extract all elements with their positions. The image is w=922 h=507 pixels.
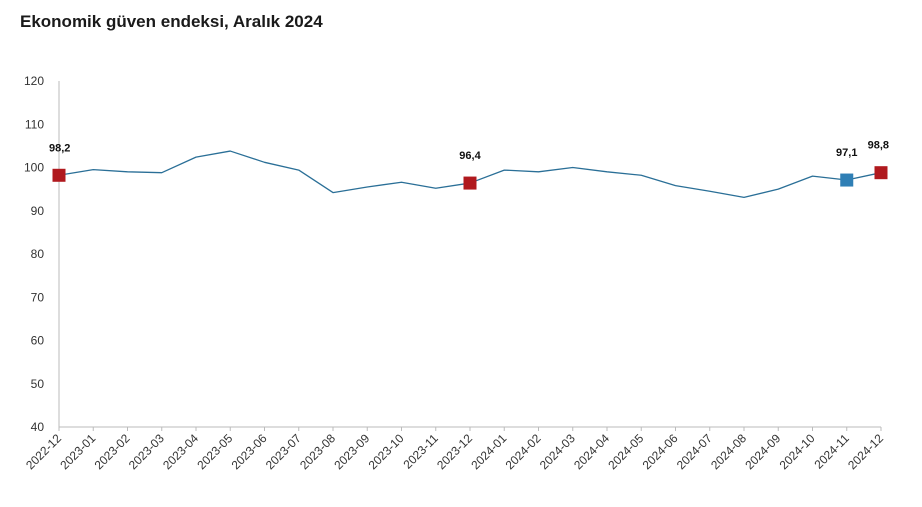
- x-tick-label: 2024-12: [845, 431, 886, 472]
- x-tick-label: 2024-07: [674, 431, 715, 472]
- y-tick-label: 120: [24, 74, 44, 88]
- data-label: 98,2: [49, 142, 70, 154]
- data-point-marker: [52, 168, 66, 182]
- data-point-marker: [874, 166, 888, 180]
- x-tick-label: 2023-08: [297, 431, 338, 472]
- x-tick-label: 2024-08: [708, 431, 749, 472]
- y-tick-label: 80: [31, 247, 45, 261]
- y-tick-label: 110: [25, 117, 44, 131]
- x-tick-label: 2023-03: [126, 431, 167, 472]
- y-tick-label: 70: [31, 290, 45, 304]
- y-tick-label: 50: [31, 377, 45, 391]
- x-tick-label: 2024-11: [811, 431, 852, 472]
- x-tick-label: 2023-07: [263, 431, 304, 472]
- y-tick-label: 40: [31, 420, 45, 434]
- x-tick-label: 2024-10: [777, 431, 818, 472]
- x-tick-label: 2023-11: [400, 431, 441, 472]
- x-tick-label: 2024-01: [468, 431, 509, 472]
- x-tick-label: 2023-01: [57, 431, 98, 472]
- data-point-marker: [463, 176, 477, 190]
- data-label: 98,8: [868, 140, 889, 152]
- x-axis: 2022-122023-012023-022023-032023-042023-…: [23, 426, 886, 472]
- y-tick-label: 60: [31, 334, 45, 348]
- data-point-marker: [840, 173, 854, 187]
- y-axis: 40 50 60 70 80 90 100 110 120: [24, 74, 60, 434]
- x-tick-label: 2023-12: [434, 431, 475, 472]
- x-tick-label: 2023-06: [229, 431, 270, 472]
- x-tick-label: 2024-03: [537, 431, 578, 472]
- x-tick-label: 2023-04: [160, 431, 201, 472]
- data-label: 96,4: [459, 150, 481, 162]
- x-tick-label: 2022-12: [23, 431, 64, 472]
- markers-layer: 98,2 96,4 97,1 98,8: [49, 140, 889, 190]
- chart-title: Ekonomik güven endeksi, Aralık 2024: [20, 12, 323, 31]
- y-tick-label: 90: [31, 204, 45, 218]
- x-tick-label: 2023-10: [366, 431, 407, 472]
- data-label: 97,1: [836, 147, 857, 159]
- x-tick-label: 2024-04: [571, 431, 612, 472]
- y-tick-label: 100: [24, 161, 44, 175]
- x-tick-label: 2024-05: [605, 431, 646, 472]
- x-tick-label: 2024-09: [742, 431, 783, 472]
- x-tick-label: 2024-06: [640, 431, 681, 472]
- x-tick-label: 2023-05: [194, 431, 235, 472]
- x-tick-label: 2023-09: [331, 431, 372, 472]
- x-tick-label: 2024-02: [503, 431, 544, 472]
- x-tick-label: 2023-02: [92, 431, 133, 472]
